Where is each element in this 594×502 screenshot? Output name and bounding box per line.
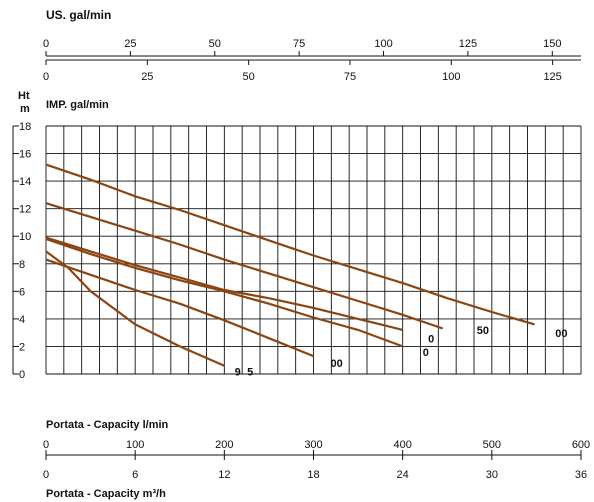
us-gal-axis: 0 25 50 75 100 125 150 [43,38,581,57]
capacity-axis: 0 100 200 300 400 500 600 0 6 12 18 24 30 36 [43,439,590,481]
capacity-m3h-axis-tick-label: 6 [132,469,138,481]
capacity-m3h-axis-tick-label: 24 [397,469,409,481]
pump-curve-6 [45,250,225,367]
us-gal-axis-tick-label: 25 [124,38,136,50]
capacity-m3h-axis-tick-label: 18 [307,469,319,481]
imp-gal-axis-tick-label: 125 [543,71,561,83]
us-gal-axis-label: US. gal/min [46,8,111,22]
y-axis-label-ht: Ht [18,90,30,102]
curve-annotation: 0 [423,347,429,359]
curve-annotation: 9 [235,366,241,378]
y-axis-tick-label: 8 [19,259,25,271]
capacity-m3h-axis-tick-label: 36 [575,469,587,481]
capacity-lmin-axis-tick-label: 600 [572,439,590,451]
us-gal-axis-tick-label: 50 [209,38,221,50]
y-axis-tick-label: 16 [19,149,31,161]
capacity-lmin-axis-tick-label: 300 [304,439,322,451]
capacity-lmin-axis-tick-label: 400 [393,439,411,451]
imp-gal-axis: 0 25 50 75 100 125 [43,59,581,83]
capacity-lmin-axis-label: Portata - Capacity l/min [46,419,169,431]
curve-annotation: 50 [477,325,489,337]
y-axis-tick-label: 18 [19,121,31,133]
curve-annotation: 00 [555,328,567,340]
us-gal-axis-tick-label: 0 [43,38,49,50]
curve-annotation: 5 [247,366,253,378]
us-gal-axis-tick-label: 150 [543,38,561,50]
pump-curves [45,163,535,367]
y-axis-tick-label: 0 [19,369,25,381]
capacity-lmin-axis-tick-label: 100 [126,439,144,451]
pump-curve-5 [45,258,314,358]
capacity-m3h-axis-label: Portata - Capacity m³/h [46,488,166,500]
pump-curve-4 [45,237,404,348]
capacity-lmin-axis-tick-label: 200 [215,439,233,451]
capacity-lmin-axis-tick-label: 500 [483,439,501,451]
us-gal-axis-tick-label: 125 [459,38,477,50]
capacity-m3h-axis-tick-label: 0 [43,469,49,481]
chart-grid [45,125,582,375]
imp-gal-axis-tick-label: 75 [344,71,356,83]
us-gal-axis-tick-label: 75 [293,38,305,50]
pump-curve-3 [45,236,403,331]
y-axis-tick-label: 4 [19,314,25,326]
y-axis-tick-label: 2 [19,341,25,353]
imp-gal-axis-tick-label: 100 [442,71,460,83]
capacity-m3h-axis-tick-label: 12 [218,469,230,481]
capacity-m3h-axis-tick-label: 30 [486,469,498,481]
imp-gal-axis-tick-label: 50 [243,71,255,83]
imp-gal-axis-tick-label: 0 [43,71,49,83]
y-axis-tick-label: 6 [19,286,25,298]
y-axis-tick-label: 14 [19,176,31,188]
y-axis-tick-label: 12 [19,204,31,216]
imp-gal-axis-label: IMP. gal/min [46,99,109,111]
pump-curve-1 [45,163,535,326]
imp-gal-axis-tick-label: 25 [141,71,153,83]
us-gal-axis-tick-label: 100 [374,38,392,50]
y-axis-label-m: m [20,103,30,115]
curve-annotation: 00 [331,358,343,370]
y-axis: 0 2 4 6 8 10 12 14 16 18 [12,121,31,381]
y-axis-tick-label: 10 [19,231,31,243]
curve-annotation: 0 [428,333,434,345]
capacity-lmin-axis-tick-label: 0 [43,439,49,451]
pump-curve-2 [45,202,444,330]
